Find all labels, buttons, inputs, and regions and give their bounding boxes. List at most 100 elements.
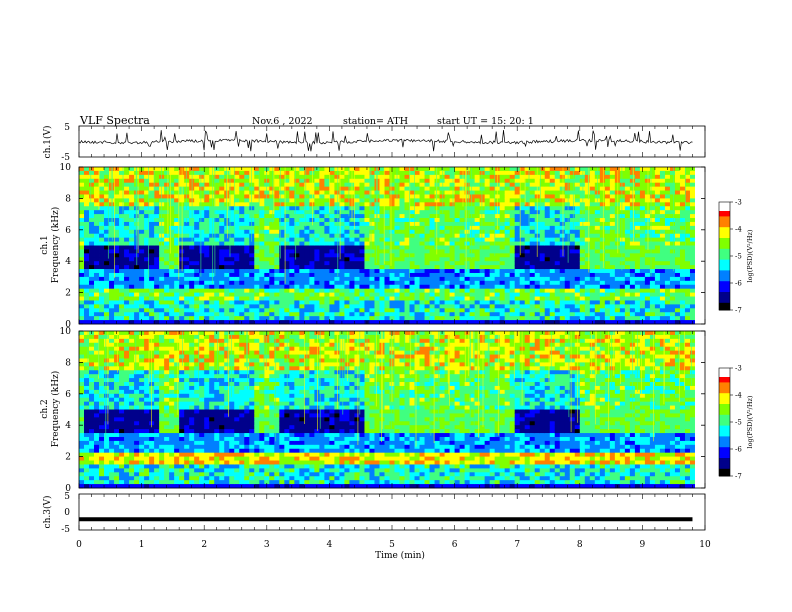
spectrogram-cell	[434, 202, 440, 207]
spectrogram-cell	[639, 253, 646, 258]
spectrogram-cell	[394, 229, 400, 235]
spectrogram-cell	[424, 296, 430, 301]
spectrogram-cell	[489, 300, 496, 305]
spectrogram-cell	[379, 210, 385, 215]
spectrogram-cell	[254, 253, 260, 258]
spectrogram-cell	[329, 198, 335, 203]
spectrogram-cell	[654, 202, 661, 207]
ch1-ylabel: ch.1(V)	[42, 126, 53, 159]
spectrogram-cell	[669, 194, 676, 199]
spectrogram-cell	[129, 221, 135, 227]
spectrogram-cell	[394, 210, 400, 215]
spectrogram-cell	[544, 221, 551, 227]
spectrogram-cell	[289, 284, 295, 290]
spectrogram-cell	[549, 257, 556, 262]
spectrogram-cell	[234, 221, 240, 227]
spectrogram-cell	[479, 312, 486, 317]
spectrogram-cell	[284, 182, 290, 188]
spectrogram-cell	[199, 202, 205, 207]
spectrogram-cell	[689, 292, 696, 297]
spectrogram-cell	[334, 257, 340, 262]
spectrogram-cell	[289, 190, 295, 195]
spectrogram-cell	[659, 249, 666, 254]
spectrogram-cell	[269, 308, 275, 313]
spectrogram-cell	[204, 316, 210, 321]
spectrogram-cell	[284, 296, 290, 301]
spectrogram-cell	[319, 225, 325, 231]
spectrogram-cell	[129, 312, 135, 317]
spectrogram-cell	[679, 182, 686, 188]
spectrogram-cell	[629, 265, 636, 270]
spectrogram-cell	[544, 265, 551, 270]
spectrogram-cell	[199, 241, 205, 246]
spectrogram-cell	[644, 249, 651, 254]
spectrogram-cell	[194, 249, 200, 254]
spectrogram-cell	[289, 249, 295, 254]
spectrogram-cell	[559, 269, 566, 274]
spectrogram-cell	[169, 269, 175, 274]
spectrogram-cell	[104, 304, 110, 309]
spectrogram-cell	[354, 198, 360, 203]
spectrogram-cell	[174, 288, 180, 294]
spectrogram-cell	[504, 284, 511, 290]
spectrogram-cell	[524, 253, 531, 258]
spectrogram-cell	[449, 233, 455, 239]
spectrogram-cell	[344, 233, 350, 239]
spectrogram-cell	[354, 241, 360, 246]
spectrogram-cell	[254, 288, 260, 294]
spectrogram-cell	[269, 312, 275, 317]
spectrogram-cell	[214, 237, 220, 242]
spectrogram-cell	[319, 253, 325, 258]
spectrogram-cell	[229, 190, 235, 195]
spectrogram-cell	[659, 316, 666, 321]
spectrogram-cell	[374, 257, 380, 262]
spectrogram-cell	[454, 320, 461, 325]
spectrogram-cell	[174, 170, 180, 176]
spectrogram-cell	[509, 229, 516, 235]
spectrogram-cell	[554, 198, 561, 203]
spectrogram-cell	[224, 190, 230, 195]
spectrogram-cell	[164, 214, 170, 219]
spectrogram-cell	[134, 316, 140, 321]
spectrogram-cell	[99, 237, 105, 242]
spectrogram-cell	[429, 253, 435, 258]
spectrogram-cell	[339, 245, 345, 250]
spectrogram-cell	[504, 308, 511, 313]
spectrogram-cell	[144, 237, 150, 242]
spectrogram-cell	[274, 261, 280, 266]
spectrogram-cell	[294, 167, 300, 172]
spectrogram-cell	[499, 229, 506, 235]
spectrogram-cell	[624, 210, 631, 215]
spectrogram-cell	[494, 249, 501, 254]
spectrogram-cell	[569, 249, 576, 254]
spectrogram-cell	[334, 214, 340, 219]
spectrogram-cell	[464, 214, 471, 219]
spectrogram-cell	[559, 300, 566, 305]
spectrogram-cell	[209, 261, 215, 266]
spectrogram-cell	[419, 167, 425, 172]
spectrogram-cell	[519, 206, 526, 211]
spectrogram-cell	[529, 265, 536, 270]
spectrogram-cell	[499, 178, 506, 184]
spectrogram-cell	[259, 261, 265, 266]
spectrogram-cell	[274, 214, 280, 219]
spectrogram-cell	[194, 272, 200, 278]
spectrogram-cell	[599, 167, 606, 172]
spectrogram-cell	[499, 221, 506, 227]
spectrogram-cell	[204, 312, 210, 317]
spectrogram-cell	[124, 280, 130, 286]
spectrogram-cell	[664, 265, 671, 270]
spectrogram-cell	[159, 308, 165, 313]
spectrogram-cell	[334, 269, 340, 274]
spectrogram-cell	[199, 182, 205, 188]
spectrogram-cell	[384, 233, 390, 239]
spectrogram-cell	[474, 276, 481, 282]
spectrogram-cell	[589, 202, 596, 207]
spectrogram-cell	[369, 265, 375, 270]
spectrogram-cell	[504, 320, 511, 325]
spectrogram-cell	[139, 241, 145, 246]
spectrogram-cell	[674, 253, 681, 258]
spectrogram-cell	[539, 304, 546, 309]
spectrogram-cell	[399, 218, 405, 223]
spectrogram-cell	[254, 257, 260, 262]
